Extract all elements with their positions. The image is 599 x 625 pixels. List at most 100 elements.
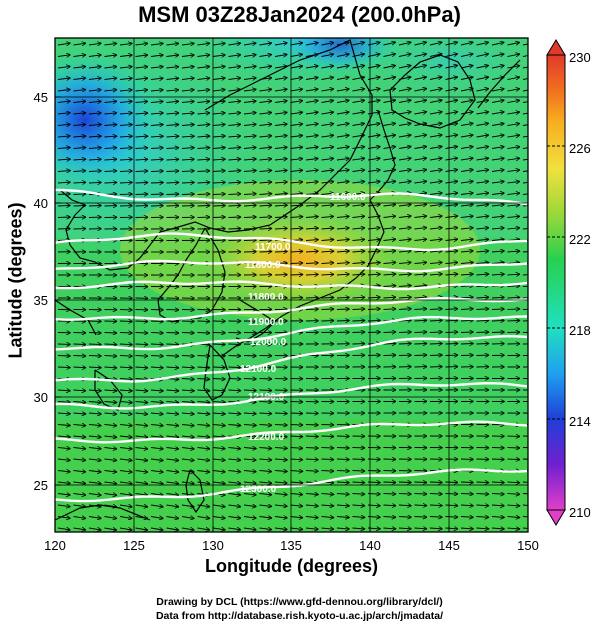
wind-arrow: [181, 43, 194, 45]
wind-arrow: [414, 528, 427, 529]
wind-arrow: [73, 459, 86, 460]
wind-arrow: [491, 274, 504, 275]
wind-arrow: [228, 425, 241, 426]
wind-arrow: [336, 77, 349, 79]
wind-arrow: [491, 135, 504, 137]
wind-arrow: [181, 171, 194, 172]
wind-arrow: [398, 135, 411, 137]
wind-arrow: [119, 436, 132, 437]
wind-arrow: [57, 390, 70, 391]
wind-arrow: [181, 148, 194, 149]
wind-arrow: [181, 517, 194, 519]
wind-arrow: [274, 505, 287, 506]
wind-arrow: [181, 379, 194, 380]
wind-arrow: [243, 55, 256, 57]
wind-arrow: [429, 344, 442, 345]
wind-arrow: [507, 205, 520, 206]
wind-arrow: [150, 171, 163, 172]
wind-arrow: [336, 528, 349, 529]
wind-arrow: [57, 78, 70, 80]
wind-arrow: [88, 182, 101, 183]
wind-arrow: [321, 228, 334, 229]
wind-arrow: [491, 158, 504, 160]
colorbar-tick-label: 226: [569, 141, 591, 156]
wind-arrow: [305, 251, 318, 252]
wind-arrow: [336, 216, 349, 217]
wind-arrow: [336, 124, 349, 126]
colorbar-tick-label: 230: [569, 50, 591, 65]
wind-arrow: [104, 67, 117, 68]
wind-arrow: [73, 505, 86, 507]
wind-arrow: [383, 517, 396, 518]
wind-arrow: [181, 448, 194, 449]
wind-arrow: [445, 216, 458, 218]
wind-arrow: [460, 494, 473, 495]
wind-arrow: [414, 147, 427, 149]
wind-arrow: [305, 78, 318, 80]
wind-arrow: [336, 517, 349, 518]
wind-arrow: [228, 113, 241, 114]
y-ticks: [55, 96, 61, 486]
wind-arrow: [135, 183, 148, 184]
wind-arrow: [491, 505, 504, 506]
wind-arrow: [181, 482, 194, 484]
wind-arrow: [259, 425, 272, 426]
wind-arrow: [476, 528, 489, 529]
wind-arrow: [445, 344, 458, 345]
wind-arrow: [290, 217, 303, 218]
wind-arrow: [274, 528, 287, 530]
wind-arrow: [476, 517, 489, 518]
wind-arrow: [88, 78, 101, 79]
wind-arrow: [197, 425, 210, 426]
wind-arrow: [104, 125, 117, 126]
wind-arrow: [305, 217, 318, 218]
wind-arrow: [135, 333, 148, 334]
wind-arrow: [57, 528, 70, 530]
wind-arrow: [491, 170, 504, 172]
wind-arrow: [57, 136, 70, 137]
wind-arrow: [259, 459, 272, 460]
wind-arrow: [491, 309, 504, 310]
wind-arrow: [383, 482, 396, 483]
wind-arrow: [352, 42, 365, 46]
wind-arrow: [414, 112, 427, 114]
wind-arrow: [352, 309, 365, 310]
wind-arrow: [336, 170, 349, 172]
wind-arrow: [88, 206, 101, 207]
wind-arrow: [57, 205, 70, 206]
wind-arrow: [336, 135, 349, 137]
wind-arrow: [352, 135, 365, 137]
wind-arrow: [290, 136, 303, 138]
wind-arrow: [414, 54, 427, 57]
wind-arrow: [88, 528, 101, 530]
wind-arrow: [119, 482, 132, 484]
wind-arrow: [119, 136, 132, 137]
wind-arrow: [429, 332, 442, 333]
wind-arrow: [104, 101, 117, 102]
wind-arrow: [414, 344, 427, 345]
wind-arrow: [352, 239, 365, 240]
wind-arrow: [243, 205, 256, 206]
wind-arrow: [135, 159, 148, 160]
wind-arrow: [491, 482, 504, 483]
wind-arrow: [352, 124, 365, 126]
wind-arrow: [197, 159, 210, 160]
wind-arrow: [119, 356, 132, 357]
wind-arrow: [445, 309, 458, 310]
wind-arrow: [212, 55, 225, 57]
wind-arrow: [321, 309, 334, 310]
wind-arrow: [305, 147, 318, 149]
wind-arrow: [104, 379, 117, 380]
wind-arrow: [181, 90, 194, 91]
wind-arrow: [321, 101, 334, 103]
wind-arrow: [135, 43, 148, 45]
wind-arrow: [243, 471, 256, 472]
wind-arrow: [321, 436, 334, 437]
wind-arrow: [352, 66, 365, 68]
wind-arrow: [150, 321, 163, 322]
wind-arrow: [522, 285, 528, 287]
wind-arrow: [259, 252, 272, 253]
plot-area: 11600.0 11700.0 11800.0 11800.0 11900.0 12000…: [55, 38, 528, 532]
wind-arrow: [197, 67, 210, 69]
wind-arrow: [104, 113, 117, 114]
